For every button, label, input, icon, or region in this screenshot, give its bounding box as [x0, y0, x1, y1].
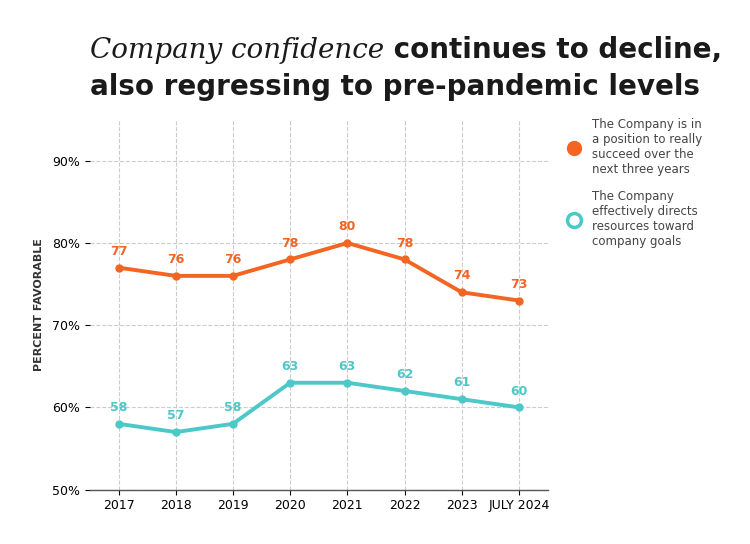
Text: 60: 60: [510, 385, 527, 398]
Text: 57: 57: [167, 409, 184, 422]
Legend: The Company is in
a position to really
succeed over the
next three years, The Co: The Company is in a position to really s…: [562, 118, 702, 249]
Text: continues to decline,: continues to decline,: [384, 36, 722, 64]
Text: 61: 61: [453, 376, 470, 390]
Text: 78: 78: [281, 237, 298, 250]
Text: 73: 73: [510, 277, 527, 290]
Text: 80: 80: [339, 220, 356, 233]
Text: 62: 62: [396, 368, 413, 381]
Text: 63: 63: [339, 360, 356, 373]
Text: 74: 74: [453, 269, 470, 282]
Text: 78: 78: [396, 237, 413, 250]
Text: Company confidence: Company confidence: [90, 37, 384, 64]
Text: 76: 76: [224, 253, 242, 266]
Y-axis label: PERCENT FAVORABLE: PERCENT FAVORABLE: [34, 238, 44, 371]
Text: 63: 63: [281, 360, 298, 373]
Text: 77: 77: [110, 245, 128, 258]
Text: 76: 76: [167, 253, 184, 266]
Text: also regressing to pre-pandemic levels: also regressing to pre-pandemic levels: [90, 73, 700, 101]
Text: 58: 58: [110, 401, 128, 414]
Text: 58: 58: [224, 401, 242, 414]
